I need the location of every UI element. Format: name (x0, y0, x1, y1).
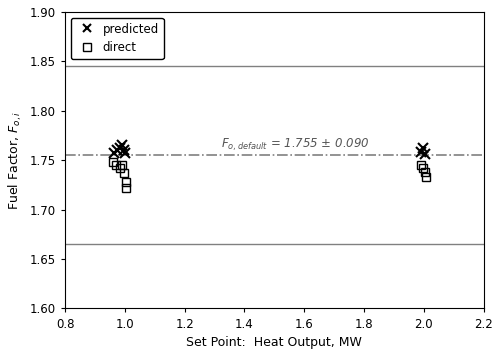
Legend: predicted, direct: predicted, direct (71, 18, 164, 59)
Text: $F_{o,default}$ = 1.755 ± 0.090: $F_{o,default}$ = 1.755 ± 0.090 (220, 137, 369, 153)
X-axis label: Set Point:  Heat Output, MW: Set Point: Heat Output, MW (186, 336, 362, 349)
Y-axis label: Fuel Factor, $F_{o,i}$: Fuel Factor, $F_{o,i}$ (7, 111, 24, 210)
